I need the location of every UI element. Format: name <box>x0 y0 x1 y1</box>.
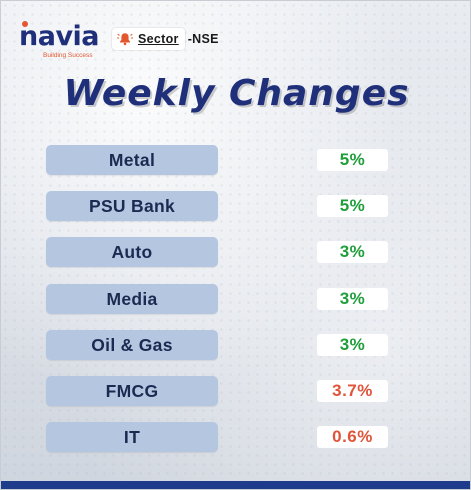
logo-tagline: Building Success <box>43 52 93 59</box>
logo-dot <box>22 21 28 27</box>
logo-wordmark: navia <box>19 21 100 52</box>
sector-row: Metal 5% <box>1 145 470 175</box>
sector-change-value: 5% <box>317 149 388 171</box>
sector-change-value: 3% <box>317 334 388 356</box>
sector-label: Sector <box>138 32 179 46</box>
sector-name: Auto <box>46 237 218 267</box>
sector-name: Metal <box>46 145 218 175</box>
sector-change-value: 5% <box>317 195 388 217</box>
sector-row: Auto 3% <box>1 237 470 267</box>
sector-name: Oil & Gas <box>46 330 218 360</box>
sector-change-value: 0.6% <box>317 426 388 448</box>
sector-tag: Sector -NSE <box>112 28 219 50</box>
sector-row: Media 3% <box>1 284 470 314</box>
sector-row: Oil & Gas 3% <box>1 330 470 360</box>
sector-name: Media <box>46 284 218 314</box>
page-title: Weekly Changes <box>63 73 410 114</box>
exchange-label: -NSE <box>187 32 219 46</box>
bell-icon <box>117 33 133 46</box>
sector-change-value: 3% <box>317 288 388 310</box>
sector-row: FMCG 3.7% <box>1 376 470 406</box>
sector-row: IT 0.6% <box>1 422 470 452</box>
footer-bar <box>1 481 470 489</box>
sector-change-value: 3% <box>317 241 388 263</box>
sector-change-value: 3.7% <box>317 380 388 402</box>
navia-logo: navia Building Success <box>19 21 100 59</box>
sector-name: FMCG <box>46 376 218 406</box>
sector-row: PSU Bank 5% <box>1 191 470 221</box>
sector-name: PSU Bank <box>46 191 218 221</box>
sector-pill: Sector <box>112 28 185 50</box>
sector-name: IT <box>46 422 218 452</box>
